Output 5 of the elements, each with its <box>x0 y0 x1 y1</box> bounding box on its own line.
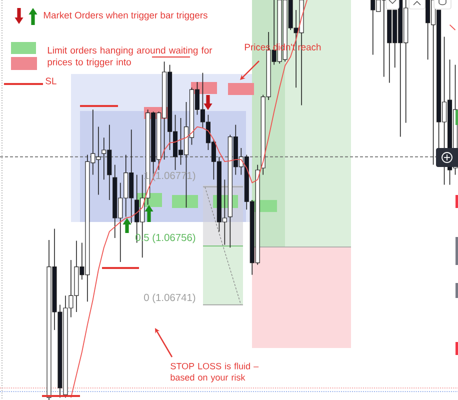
annotation: Market Orders when trigger bar triggers <box>44 12 208 20</box>
annotation: 0 (1.06741) <box>144 294 196 304</box>
annotation: STOP LOSS is fluid – based on your risk <box>170 362 259 382</box>
annotation: Limit orders hanging around waiting for prices to trigger into <box>48 46 212 68</box>
annotation: SL <box>46 78 56 84</box>
